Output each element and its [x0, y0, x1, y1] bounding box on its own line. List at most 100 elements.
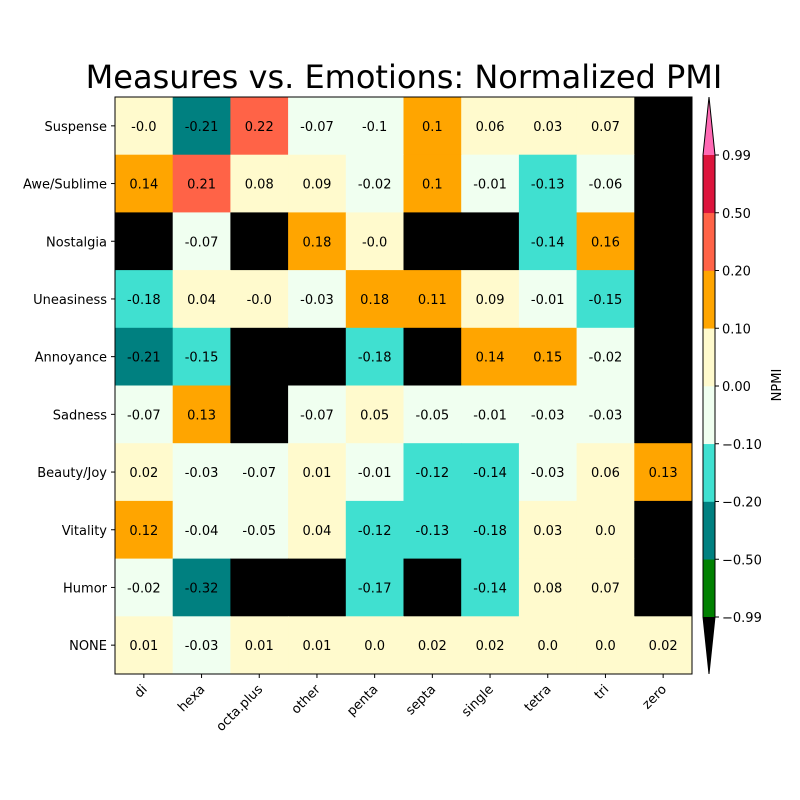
cell-value-label: -0.21 [185, 120, 219, 135]
cell-value-label: -0.13 [416, 524, 450, 539]
colorbar-extend-min [703, 617, 715, 674]
colorbar-segment [703, 559, 715, 618]
cell-value-label: 0.01 [302, 639, 331, 654]
heatmap-cell [230, 97, 289, 156]
heatmap-cell [576, 212, 635, 271]
x-tick-label: hexa [175, 682, 208, 715]
heatmap-cell [461, 97, 520, 156]
heatmap-cell [461, 558, 520, 617]
heatmap-cell [230, 270, 289, 329]
cell-value-label: -0.12 [416, 466, 450, 481]
heatmap-cell [288, 385, 347, 444]
heatmap-cell [288, 97, 347, 156]
y-tick-label: Sadness [53, 408, 107, 423]
cell-value-label: -0.18 [473, 524, 507, 539]
cell-value-label: 0.01 [302, 466, 331, 481]
heatmap-cell [576, 97, 635, 156]
cell-value-label: 0.04 [302, 524, 331, 539]
cell-value-label: -0.03 [185, 466, 219, 481]
cell-value-label: -0.01 [531, 293, 565, 308]
x-tick-label: di [132, 682, 151, 701]
cell-value-label: 0.1 [422, 178, 443, 193]
heatmap-cell [345, 500, 404, 560]
heatmap-cell [403, 558, 462, 617]
cell-value-label: 0.06 [476, 120, 505, 135]
heatmap-cell [634, 270, 693, 329]
cell-value-label: -0.06 [589, 178, 623, 193]
colorbar-segment [703, 328, 715, 387]
cell-value-label: -0.05 [416, 408, 450, 423]
colorbar-segment [703, 155, 715, 214]
y-tick-label: Vitality [62, 524, 108, 539]
heatmap-cell [115, 616, 174, 675]
heatmap-cell [403, 616, 462, 675]
y-tick-label: Annoyance [35, 351, 107, 366]
cell-value-label: -0.12 [358, 524, 392, 539]
heatmap-cell [172, 97, 231, 156]
colorbar-tick-label: 0.50 [722, 207, 751, 222]
heatmap-cell [634, 500, 693, 560]
cell-value-label: 0.15 [533, 351, 562, 366]
x-tick-label: zero [640, 682, 670, 712]
heatmap-cell [115, 270, 174, 329]
x-tick-label: penta [344, 682, 381, 719]
heatmap-cell [288, 327, 347, 386]
cell-value-label: -0.03 [300, 293, 334, 308]
cell-value-label: 0.05 [360, 408, 389, 423]
cell-value-label: 0.1 [422, 120, 443, 135]
cell-value-label: -0.14 [473, 581, 507, 596]
heatmap-cell [230, 212, 289, 271]
cell-value-label: 0.08 [245, 178, 274, 193]
y-tick-label: Humor [63, 581, 108, 596]
cell-value-label: 0.12 [129, 524, 158, 539]
y-tick-label: Beauty/Joy [37, 466, 107, 481]
heatmap-cell [115, 443, 174, 502]
heatmap-cell [518, 270, 578, 329]
heatmap-cell [115, 327, 174, 386]
colorbar-segment [703, 212, 715, 271]
y-tick-label: Awe/Sublime [23, 178, 107, 193]
cell-value-label: 0.13 [649, 466, 678, 481]
x-tick-label: tri [592, 682, 613, 703]
heatmap-cell [115, 385, 174, 444]
cell-value-label: -0.02 [358, 178, 392, 193]
heatmap-cell [115, 212, 174, 271]
heatmap-cell [576, 443, 635, 502]
colorbar-tick-label: −0.20 [722, 496, 762, 511]
heatmap-cell [288, 212, 347, 271]
heatmap-cell [518, 558, 578, 617]
heatmap-cell [172, 327, 231, 386]
heatmap-cell [345, 270, 404, 329]
heatmap-cell [461, 500, 520, 560]
heatmap-value-labels: -0.0 -0.21 0.22 -0.07 -0.1 0.1 0.06 0.03 0.07 0.1… [127, 120, 678, 654]
cell-value-label: -0.07 [185, 235, 219, 250]
x-tick-label: tetra [522, 682, 555, 715]
colorbar: −0.99 −0.50 −0.20 −0.10 0.00 0.10 0.20 0.50 0.99 [702, 96, 762, 675]
x-tick-label: other [289, 682, 325, 718]
heatmap-cell [288, 443, 347, 502]
heatmap-cell [518, 443, 578, 502]
heatmap-cell [288, 154, 347, 213]
cell-value-label: 0.02 [649, 639, 678, 654]
heatmap-cell [576, 616, 635, 675]
y-tick-label: NONE [69, 639, 107, 654]
cell-value-label: -0.13 [531, 178, 565, 193]
cell-value-label: -0.03 [531, 408, 565, 423]
heatmap-cell [172, 443, 231, 502]
cell-value-label: 0.02 [129, 466, 158, 481]
cell-value-label: 0.04 [187, 293, 216, 308]
heatmap-cell [345, 558, 404, 617]
cell-value-label: 0.03 [533, 120, 562, 135]
colorbar-segment [703, 270, 715, 329]
heatmap-cell [230, 154, 289, 213]
cell-value-label: 0.02 [476, 639, 505, 654]
colorbar-tick-label: 0.00 [722, 380, 751, 395]
heatmap-cell [518, 212, 578, 271]
y-tick-label: Suspense [44, 120, 107, 135]
heatmap-cell [345, 616, 404, 675]
cell-value-label: 0.0 [537, 639, 558, 654]
cell-value-label: -0.0 [131, 120, 156, 135]
heatmap-cell [115, 97, 174, 156]
cell-value-label: -0.07 [300, 408, 334, 423]
